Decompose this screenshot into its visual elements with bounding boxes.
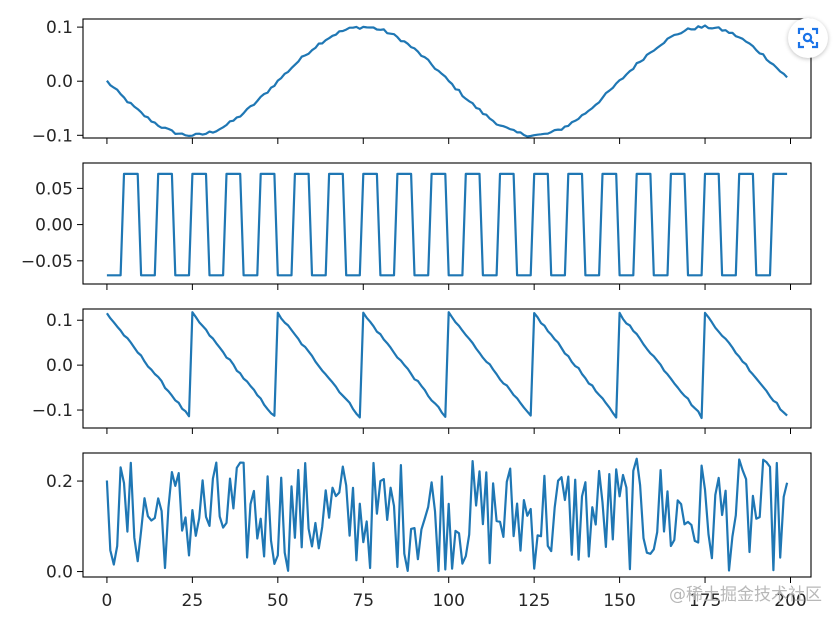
x-tick-label: 150 xyxy=(603,591,635,611)
subplot-4: 0 25 50 75 100 125 150 175 200 0.2 0.0 xyxy=(46,452,812,611)
x-tick-label: 200 xyxy=(774,591,806,611)
subplot-2: 0.05 0.00 −0.05 xyxy=(21,162,812,290)
y-tick-label: 0.00 xyxy=(35,216,73,236)
axes-frame xyxy=(82,452,812,578)
y-tick-label: −0.1 xyxy=(32,126,73,146)
watermark: @稀土掘金技术社区 xyxy=(669,585,822,605)
y-tick-label: 0.0 xyxy=(46,356,73,376)
y-tick-label: 0.2 xyxy=(46,472,73,492)
series-line xyxy=(105,457,789,573)
x-tick-label: 0 xyxy=(102,591,113,611)
series-line xyxy=(106,172,788,277)
y-tick-label: 0.0 xyxy=(46,72,73,92)
x-tick-label: 25 xyxy=(182,591,204,611)
y-tick-label: 0.1 xyxy=(46,311,73,331)
y-tick-label: 0.1 xyxy=(46,18,73,38)
axes-frame xyxy=(82,308,812,429)
x-tick-label: 175 xyxy=(689,591,721,611)
x-tick-label: 75 xyxy=(352,591,374,611)
series-line xyxy=(106,24,788,138)
axes-frame xyxy=(82,162,812,285)
series-line xyxy=(105,311,788,420)
lens-button[interactable] xyxy=(788,18,828,58)
x-tick-label: 50 xyxy=(267,591,289,611)
y-tick-label: 0.0 xyxy=(46,563,73,583)
subplot-1: 0.1 0.0 −0.1 xyxy=(32,18,812,146)
x-tick-label: 100 xyxy=(432,591,464,611)
y-tick-label: −0.1 xyxy=(32,401,73,421)
subplot-3: 0.1 0.0 −0.1 xyxy=(32,308,812,434)
x-tick-label: 125 xyxy=(518,591,550,611)
axes-frame xyxy=(82,18,812,139)
image-search-icon xyxy=(797,27,819,49)
y-tick-label: −0.05 xyxy=(21,252,73,272)
y-tick-label: 0.05 xyxy=(35,179,73,199)
